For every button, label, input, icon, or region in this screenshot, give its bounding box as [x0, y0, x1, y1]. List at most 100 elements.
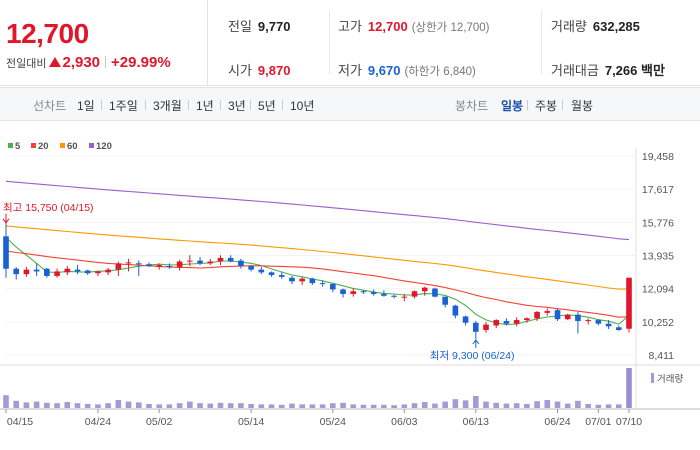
period-1w[interactable]: 1주일: [109, 99, 138, 113]
volume-bar: [360, 404, 367, 408]
volume-bar: [544, 400, 551, 408]
candle-body: [258, 269, 265, 273]
candle-body: [33, 269, 40, 272]
x-tick-label: 05/02: [146, 416, 172, 428]
volume-legend-swatch: [651, 373, 654, 383]
candle-body: [319, 283, 326, 285]
x-tick-label: 07/10: [616, 416, 642, 428]
volume-bar: [13, 400, 20, 408]
volume-bar: [64, 402, 71, 408]
volume-bar: [54, 403, 60, 408]
candle-body: [503, 320, 510, 324]
period-1d[interactable]: 1일: [77, 99, 95, 113]
up-arrow-icon: [49, 57, 62, 67]
volume-bar: [217, 402, 224, 408]
candle-body: [452, 305, 459, 316]
candle-daily[interactable]: 일봉: [501, 99, 524, 113]
x-tick-label: 07/01: [585, 416, 611, 428]
stat-high: 고가 12,700 (상한가 12,700): [338, 16, 489, 35]
stock-chart: 5 20 60 120 19,458 17,617 15,776 13,935 12,094 10…: [0, 122, 700, 450]
x-tick-label: 06/24: [544, 416, 570, 428]
quote-header: 12,700 전일대비 2,930 +29.99% 전일 9,770 시가 9,870 …: [0, 0, 700, 86]
volume-bar: [626, 368, 632, 408]
line-chart-label: 선차트: [33, 99, 67, 113]
y-tick-label: 19,458: [642, 151, 674, 163]
ma-line-20: [5, 250, 630, 318]
candle-body: [432, 288, 438, 297]
high-value: 12,700: [367, 19, 408, 34]
ma-line-120: [5, 180, 630, 241]
volume-bar: [350, 404, 357, 408]
period-3m[interactable]: 3개월: [153, 99, 182, 113]
volume-bar: [33, 401, 40, 408]
candle-body: [289, 277, 295, 282]
stat-amount: 거래대금 7,266 백만: [551, 60, 665, 79]
candle-body: [524, 318, 530, 321]
change-row: 전일대비 2,930 +29.99%: [6, 54, 171, 71]
legend-label-ma20: 20: [38, 141, 49, 152]
candle-body: [95, 271, 101, 274]
candle-body: [554, 310, 561, 320]
candle-body: [513, 320, 520, 324]
lower-limit: (하한가 6,840): [404, 66, 476, 78]
open-value: 9,870: [257, 63, 291, 78]
low-arrow-head: [472, 339, 480, 345]
volume-bar: [503, 403, 510, 408]
period-1y[interactable]: 1년: [196, 99, 214, 113]
volume-bar: [84, 404, 91, 408]
volume-bar: [3, 395, 9, 408]
volume-bar: [401, 404, 408, 408]
candle-body: [197, 260, 203, 264]
candle-body: [330, 284, 336, 290]
stat-divider: [329, 10, 330, 74]
candle-body: [442, 296, 448, 305]
volume-bar: [166, 404, 173, 408]
candle-body: [544, 311, 551, 313]
candle-body: [360, 291, 367, 293]
candle-body: [615, 327, 622, 330]
candle-body: [483, 324, 489, 330]
candle-body: [626, 277, 632, 329]
period-3y[interactable]: 3년: [228, 99, 246, 113]
period-10y[interactable]: 10년: [290, 99, 315, 113]
candle-body: [381, 293, 387, 296]
candle-body: [227, 257, 234, 262]
volume-label: 거래량: [551, 19, 587, 34]
volume-bar: [268, 404, 275, 408]
candle-body: [74, 269, 81, 272]
volume-bar: [258, 404, 265, 408]
x-tick-label: 06/13: [463, 416, 489, 428]
candle-monthly[interactable]: 월봉: [571, 99, 594, 113]
open-label: 시가: [228, 63, 252, 78]
volume-value: 632,285: [592, 19, 640, 34]
volume-bar: [135, 402, 142, 408]
high-label: 고가: [338, 19, 362, 34]
stat-divider: [541, 10, 542, 74]
chart-toolbar: 선차트 1일 1주일 3개월 1년 3년 5년 10년 봉차트 일봉 주봉 월봉: [0, 87, 700, 121]
candle-body: [135, 263, 142, 265]
volume-bar: [115, 400, 122, 408]
y-tick-label: 13,935: [642, 251, 674, 263]
candle-body: [238, 260, 244, 267]
candle-body: [207, 261, 214, 264]
change-percent: +29.99%: [111, 54, 171, 71]
volume-bar: [299, 404, 305, 408]
candle-body: [575, 314, 581, 321]
volume-bar: [554, 401, 561, 408]
volume-bar: [370, 404, 377, 408]
x-tick-label: 06/03: [391, 416, 417, 428]
high-annotation: 최고 15,750 (04/15): [3, 202, 94, 214]
legend-swatch-ma60: [60, 143, 65, 148]
legend-label-ma120: 120: [96, 141, 112, 152]
y-tick-label: 10,252: [642, 317, 674, 329]
candle-body: [64, 268, 71, 273]
candle-weekly[interactable]: 주봉: [535, 99, 558, 113]
volume-legend-label: 거래량: [657, 373, 683, 385]
volume-bar: [248, 404, 254, 408]
candle-body: [54, 271, 60, 276]
candle-body: [370, 292, 377, 294]
stat-low: 저가 9,670 (하한가 6,840): [338, 60, 476, 79]
volume-bar: [595, 404, 602, 408]
period-5y[interactable]: 5년: [258, 99, 276, 113]
volume-bar: [187, 401, 193, 408]
